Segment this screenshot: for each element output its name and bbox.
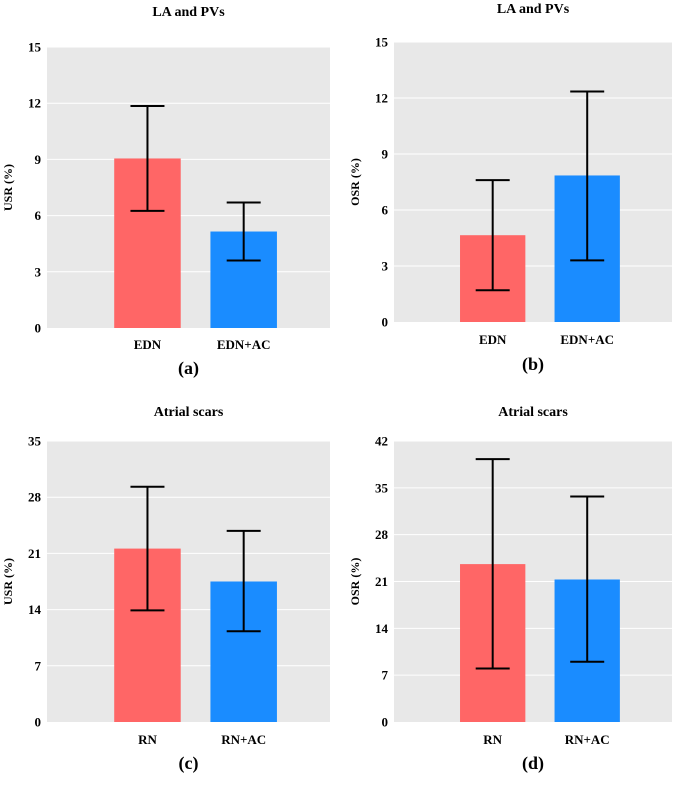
y-tick-label: 9 [382, 147, 389, 162]
y-tick-label: 14 [28, 602, 42, 617]
panel-a: 0 3 6 9 12 15 LA and PVs USR (%) EDN EDN+AC (… [1, 5, 330, 379]
panel-label: (a) [178, 358, 199, 379]
y-tick-label: 0 [382, 315, 389, 330]
y-tick-label: 28 [28, 490, 42, 505]
y-tick-label: 15 [375, 35, 389, 50]
y-tick-label: 6 [382, 203, 389, 218]
y-tick-label: 7 [382, 668, 389, 683]
y-axis-label: USR (%) [1, 164, 15, 211]
x-tick-label: RN [138, 732, 157, 747]
plot-area [47, 47, 330, 328]
grid-lines [47, 46, 330, 273]
plot-area [47, 441, 330, 722]
x-tick-label: RN+AC [565, 732, 610, 747]
panel-label: (c) [179, 753, 199, 774]
y-tick-label: 15 [28, 40, 42, 55]
error-bars [475, 90, 605, 292]
y-tick-label: 3 [35, 264, 42, 279]
x-tick-label: EDN [479, 332, 507, 347]
x-tick-label: RN+AC [221, 732, 266, 747]
y-tick-label: 0 [35, 321, 42, 336]
grid-lines [394, 41, 672, 267]
y-tick-label: 9 [35, 152, 42, 167]
y-tick-label: 6 [35, 208, 42, 223]
plot-area [394, 42, 672, 322]
error-bars [130, 485, 261, 633]
y-ticks: 0 7 14 21 28 35 42 [375, 434, 389, 730]
grid-lines [394, 440, 672, 676]
panel-c: 0 7 14 21 28 35 Atrial scars USR (%) RN RN+AC… [1, 405, 330, 774]
y-tick-label: 35 [28, 434, 42, 449]
y-tick-label: 3 [382, 259, 389, 274]
x-tick-label: EDN [134, 337, 162, 352]
y-tick-label: 14 [375, 621, 389, 636]
y-axis-label: OSR (%) [348, 558, 362, 606]
y-axis-label: USR (%) [1, 558, 15, 605]
y-tick-label: 0 [35, 715, 42, 730]
x-tick-label: EDN+AC [217, 337, 271, 352]
y-tick-label: 42 [375, 434, 388, 449]
panel-b: 0 3 6 9 12 15 LA and PVs OSR (%) EDN EDN+AC (… [348, 2, 672, 375]
chart-title: LA and PVs [497, 2, 570, 17]
x-tick-label: RN [483, 732, 502, 747]
error-bars [475, 458, 605, 670]
grid-lines [47, 440, 330, 667]
y-tick-label: 7 [35, 658, 42, 673]
panel-d: 0 7 14 21 28 35 42 Atrial scars OSR (%) RN RN+… [348, 405, 672, 774]
y-axis-label: OSR (%) [348, 158, 362, 206]
panel-label: (d) [522, 753, 544, 774]
y-tick-label: 35 [375, 480, 389, 495]
error-bars [130, 105, 261, 262]
y-tick-label: 28 [375, 527, 389, 542]
y-ticks: 0 3 6 9 12 15 [28, 40, 42, 336]
y-tick-label: 12 [28, 96, 41, 111]
chart-title: Atrial scars [154, 405, 224, 420]
y-ticks: 0 3 6 9 12 15 [375, 35, 389, 330]
chart-title: Atrial scars [498, 405, 568, 420]
y-tick-label: 21 [375, 574, 388, 589]
chart-title: LA and PVs [152, 5, 225, 20]
y-tick-label: 12 [375, 91, 388, 106]
panel-label: (b) [522, 354, 544, 375]
x-tick-label: EDN+AC [560, 332, 614, 347]
y-ticks: 0 7 14 21 28 35 [28, 434, 42, 730]
y-tick-label: 21 [28, 546, 41, 561]
y-tick-label: 0 [382, 715, 389, 730]
